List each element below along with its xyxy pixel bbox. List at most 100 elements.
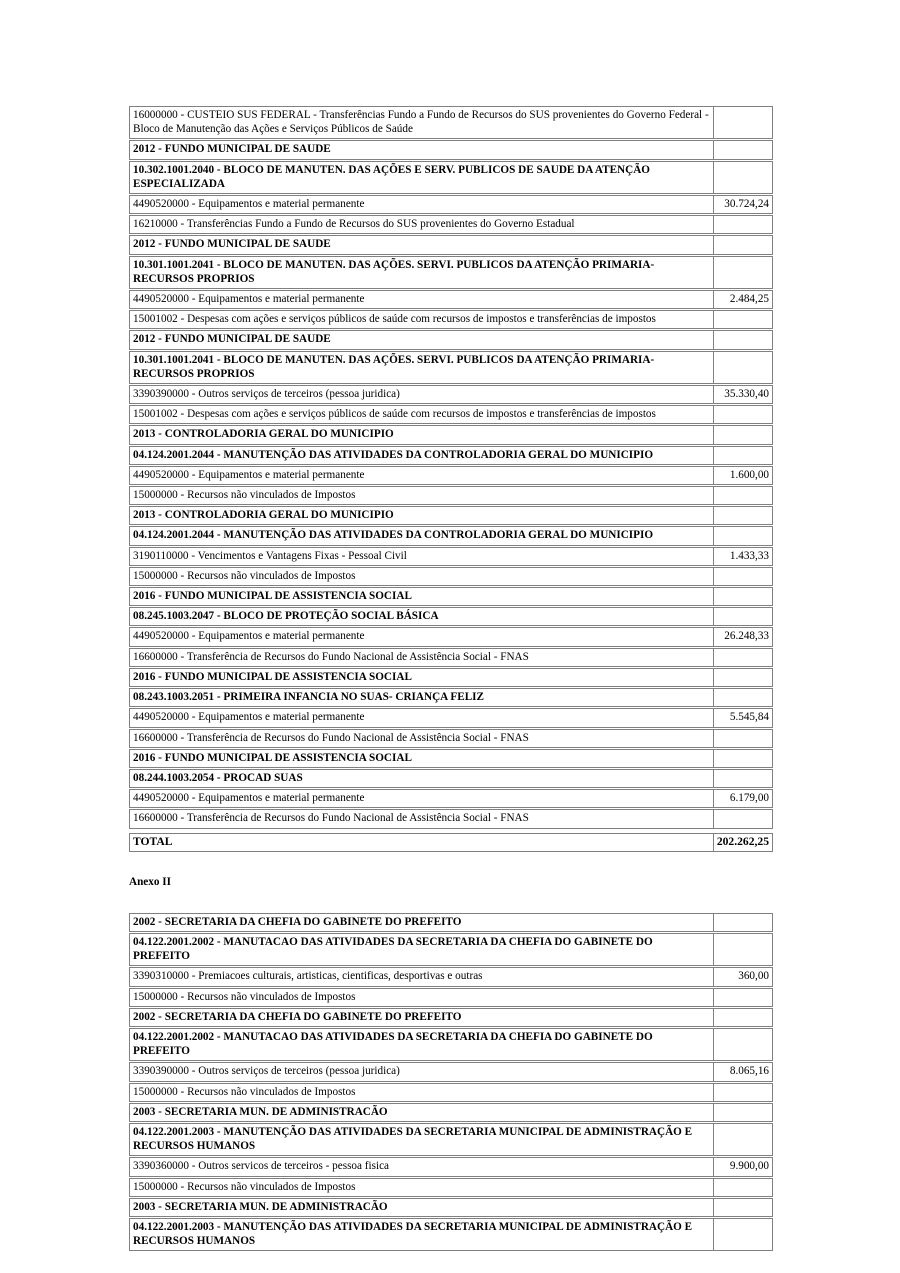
table-row: 04.122.2001.2003 - MANUTENÇÃO DAS ATIVID… xyxy=(129,1122,773,1157)
row-value xyxy=(714,770,772,787)
row-value xyxy=(714,689,772,706)
row-value: 360,00 xyxy=(738,970,769,983)
table-row: 3390390000 - Outros serviços de terceiro… xyxy=(129,385,773,405)
row-description: 08.244.1003.2054 - PROCAD SUAS xyxy=(130,769,714,788)
table-row: 2003 - SECRETARIA MUN. DE ADMINISTRACÃO xyxy=(129,1102,773,1122)
table-row: 2013 - CONTROLADORIA GERAL DO MUNICIPIO xyxy=(129,425,773,445)
table-row: 04.124.2001.2044 - MANUTENÇÃO DAS ATIVID… xyxy=(129,445,773,465)
row-value xyxy=(714,1029,772,1060)
document-content: 16000000 - CUSTEIO SUS FEDERAL - Transfe… xyxy=(129,106,773,1252)
row-description: 3390360000 - Outros servicos de terceiro… xyxy=(130,1158,714,1176)
table-row: 2013 - CONTROLADORIA GERAL DO MUNICIPIO xyxy=(129,506,773,526)
spacer xyxy=(129,889,773,913)
row-description: 15000000 - Recursos não vinculados de Im… xyxy=(130,487,714,505)
table-row: 4490520000 - Equipamentos e material per… xyxy=(129,195,773,215)
row-description: 2013 - CONTROLADORIA GERAL DO MUNICIPIO xyxy=(130,507,714,525)
row-value xyxy=(714,311,772,328)
table-row: 3390310000 - Premiacoes culturais, artis… xyxy=(129,967,773,987)
row-value xyxy=(714,649,772,666)
table-row: 08.243.1003.2051 - PRIMEIRA INFANCIA NO … xyxy=(129,688,773,708)
row-value xyxy=(714,810,772,827)
row-description: 2002 - SECRETARIA DA CHEFIA DO GABINETE … xyxy=(130,913,714,931)
table-row: 2012 - FUNDO MUNICIPAL DE SAUDE xyxy=(129,140,773,160)
row-description: 4490520000 - Equipamentos e material per… xyxy=(130,709,714,727)
table-row: 10.302.1001.2040 - BLOCO DE MANUTEN. DAS… xyxy=(129,160,773,195)
row-value xyxy=(714,352,772,383)
row-description: 2012 - FUNDO MUNICIPAL DE SAUDE xyxy=(130,236,714,254)
table-row: 2016 - FUNDO MUNICIPAL DE ASSISTENCIA SO… xyxy=(129,667,773,688)
row-description: 2013 - CONTROLADORIA GERAL DO MUNICIPIO xyxy=(130,426,714,444)
row-value xyxy=(714,914,772,931)
row-value xyxy=(714,1104,772,1121)
table-row: 2012 - FUNDO MUNICIPAL DE SAUDE xyxy=(129,235,773,255)
table-row: 4490520000 - Equipamentos e material per… xyxy=(129,708,773,728)
table-row: 2016 - FUNDO MUNICIPAL DE ASSISTENCIA SO… xyxy=(129,748,773,768)
row-description: 16600000 - Transferência de Recursos do … xyxy=(130,648,714,666)
table-row: 4490520000 - Equipamentos e material per… xyxy=(129,789,773,809)
row-value xyxy=(714,588,772,605)
table-row: 15000000 - Recursos não vinculados de Im… xyxy=(129,987,773,1007)
row-value xyxy=(714,487,772,504)
table-row: 4490520000 - Equipamentos e material per… xyxy=(129,290,773,310)
row-value xyxy=(714,1199,772,1216)
table-row: 08.244.1003.2054 - PROCAD SUAS xyxy=(129,768,773,789)
table-row: 15000000 - Recursos não vinculados de Im… xyxy=(129,1177,773,1197)
row-description: 3390310000 - Premiacoes culturais, artis… xyxy=(130,968,714,986)
row-value: 8.065,16 xyxy=(729,1065,769,1078)
table-row: 15001002 - Despesas com ações e serviços… xyxy=(129,310,773,330)
row-description: 4490520000 - Equipamentos e material per… xyxy=(130,790,714,808)
row-value xyxy=(714,257,772,288)
row-value xyxy=(714,730,772,747)
table-row: 04.122.2001.2003 - MANUTENÇÃO DAS ATIVID… xyxy=(129,1217,773,1252)
row-value: 5.545,84 xyxy=(729,711,769,724)
row-value xyxy=(714,1009,772,1026)
total-row: TOTAL 202.262,25 xyxy=(129,832,773,852)
budget-table-two: 2002 - SECRETARIA DA CHEFIA DO GABINETE … xyxy=(129,912,773,1252)
row-description: 2016 - FUNDO MUNICIPAL DE ASSISTENCIA SO… xyxy=(130,588,714,606)
table-row: 04.122.2001.2002 - MANUTACAO DAS ATIVIDA… xyxy=(129,1027,773,1062)
row-description: 10.302.1001.2040 - BLOCO DE MANUTEN. DAS… xyxy=(130,161,714,194)
row-description: 16210000 - Transferências Fundo a Fundo … xyxy=(130,216,714,234)
row-value xyxy=(714,236,772,253)
table-row: 16600000 - Transferência de Recursos do … xyxy=(129,809,773,829)
row-description: 2003 - SECRETARIA MUN. DE ADMINISTRACÃO xyxy=(130,1198,714,1216)
row-value xyxy=(714,331,772,348)
table-row: 3390390000 - Outros serviços de terceiro… xyxy=(129,1062,773,1082)
table-row: 2003 - SECRETARIA MUN. DE ADMINISTRACÃO xyxy=(129,1197,773,1217)
table-row: 16600000 - Transferência de Recursos do … xyxy=(129,728,773,748)
table-row: 16210000 - Transferências Fundo a Fundo … xyxy=(129,215,773,235)
row-value xyxy=(714,527,772,544)
row-value xyxy=(714,608,772,625)
row-value xyxy=(714,406,772,423)
row-value xyxy=(714,989,772,1006)
row-description: 3390390000 - Outros serviços de terceiro… xyxy=(130,1063,714,1081)
row-value: 30.724,24 xyxy=(724,198,769,211)
row-description: 04.124.2001.2044 - MANUTENÇÃO DAS ATIVID… xyxy=(130,527,714,545)
row-value xyxy=(714,507,772,524)
row-value xyxy=(714,141,772,158)
row-description: 3190110000 - Vencimentos e Vantagens Fix… xyxy=(130,547,714,565)
row-value xyxy=(714,1124,772,1155)
row-value xyxy=(714,107,772,138)
row-value xyxy=(714,669,772,686)
row-description: 15000000 - Recursos não vinculados de Im… xyxy=(130,1083,714,1101)
row-description: 04.122.2001.2002 - MANUTACAO DAS ATIVIDA… xyxy=(130,933,714,966)
row-value: 9.900,00 xyxy=(729,1160,769,1173)
row-value: 1.433,33 xyxy=(729,549,769,562)
total-label: TOTAL xyxy=(130,833,714,851)
row-description: 04.122.2001.2003 - MANUTENÇÃO DAS ATIVID… xyxy=(130,1218,714,1251)
row-description: 4490520000 - Equipamentos e material per… xyxy=(130,291,714,309)
row-description: 15001002 - Despesas com ações e serviços… xyxy=(130,406,714,424)
row-description: 2012 - FUNDO MUNICIPAL DE SAUDE xyxy=(130,141,714,159)
row-value: 6.179,00 xyxy=(729,792,769,805)
budget-table-one: 16000000 - CUSTEIO SUS FEDERAL - Transfe… xyxy=(129,106,773,829)
row-description: 10.301.1001.2041 - BLOCO DE MANUTEN. DAS… xyxy=(130,256,714,289)
row-value xyxy=(714,1219,772,1250)
row-value xyxy=(714,216,772,233)
row-description: 16600000 - Transferência de Recursos do … xyxy=(130,729,714,747)
row-description: 4490520000 - Equipamentos e material per… xyxy=(130,196,714,214)
row-description: 2003 - SECRETARIA MUN. DE ADMINISTRACÃO xyxy=(130,1103,714,1121)
table-row: 10.301.1001.2041 - BLOCO DE MANUTEN. DAS… xyxy=(129,255,773,290)
row-value: 35.330,40 xyxy=(724,388,769,401)
